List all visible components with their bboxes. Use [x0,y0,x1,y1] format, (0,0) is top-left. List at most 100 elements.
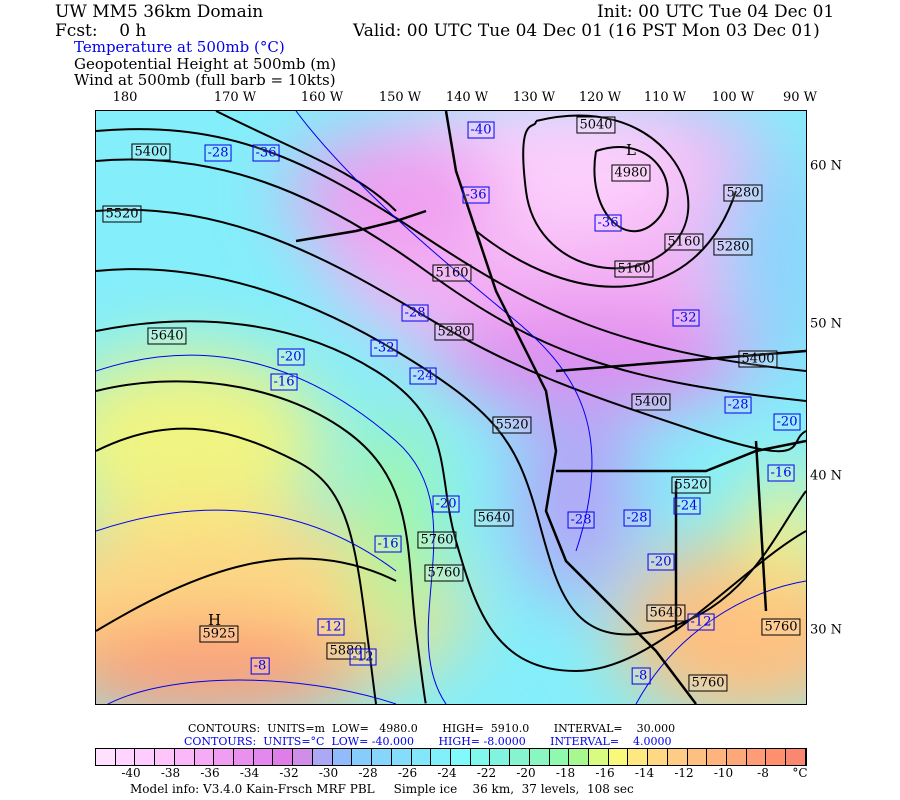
color-bar-label: -32 [279,766,299,780]
temperature-contour-label: -36 [594,214,622,232]
color-bar-swatch [234,749,254,765]
color-bar-label: -12 [674,766,694,780]
color-bar-swatch [174,749,195,765]
temperature-contour-label: -12 [687,613,715,631]
longitude-label: 100 W [711,90,755,105]
height-contour-label: 5520 [102,205,142,223]
temperature-contour-label: -8 [631,667,651,685]
temperature-contour-label: -32 [370,339,398,357]
color-bar-label: -18 [555,766,576,780]
color-bar-swatch [569,749,589,765]
temperature-contour-label: -8 [250,657,270,675]
temperature-contour-label: -24 [673,497,701,515]
height-contour-label: 5400 [131,143,171,161]
model-info: Model info: V3.4.0 Kain-Frsch MRF PBL Si… [130,782,634,796]
field-height: Geopotential Height at 500mb (m) [74,55,337,73]
high-center-marker: H [208,611,222,629]
height-contour-label: 5160 [432,264,472,282]
color-bar-swatch [687,749,708,765]
color-bar-label: -20 [516,766,536,780]
temperature-contour-label: -40 [467,121,495,139]
color-bar-swatch [391,749,412,765]
init-time: Init: 00 UTC Tue 04 Dec 01 [597,2,835,22]
field-temperature: Temperature at 500mb (°C) [74,38,285,56]
height-contour-label: 5280 [713,238,753,256]
color-bar-swatch [293,749,313,765]
height-contour-label: 5760 [688,674,728,692]
color-bar-label: -10 [713,766,734,780]
color-bar-swatch [608,749,629,765]
color-bar-swatch [529,749,550,765]
color-bar-swatch [707,749,727,765]
height-contour-label: 5520 [492,416,532,434]
color-bar-swatch [470,749,491,765]
latitude-label: 30 N [810,622,843,638]
valid-time: Valid: 00 UTC Tue 04 Dec 01 (16 PST Mon … [353,21,820,41]
longitude-label: 170 W [213,90,257,105]
coastlines-borders [295,111,806,704]
height-contour-label: 5925 [199,625,239,643]
color-bar-label: -34 [239,766,260,780]
color-bar-swatch [135,749,156,765]
longitude-label: 90 W [782,90,818,105]
color-bar-swatch [431,749,451,765]
forecast-hour: Fcst: 0 h [55,21,147,41]
color-bar-swatch [115,749,136,765]
color-bar-swatch [450,749,471,765]
color-bar-unit: °C [792,766,808,780]
height-contour-label: 5640 [147,327,187,345]
temperature-contours [96,111,806,704]
color-bar-swatch [766,749,787,765]
color-bar-swatch [194,749,215,765]
height-contour-label: 5280 [434,323,474,341]
height-contour-label: 5160 [614,260,654,278]
color-bar-swatch [372,749,392,765]
color-bar-swatch [746,749,767,765]
latitude-label: 60 N [810,158,843,174]
color-bar-label: -26 [397,766,418,780]
height-contour-label: 5400 [631,393,671,411]
temperature-contour-label: -16 [270,373,298,391]
temperature-contour-label: -20 [432,495,460,513]
color-bar-label: -36 [200,766,220,780]
color-bar-swatch [490,749,511,765]
color-bar-swatch [510,749,530,765]
map-field [96,111,806,704]
temperature-contour-label: -20 [277,348,305,366]
color-bar-swatch [549,749,570,765]
color-bar-swatch [727,749,747,765]
color-bar-swatch [273,749,294,765]
color-bar-swatch [352,749,373,765]
temperature-contour-label: -28 [623,509,651,527]
temperature-contour-label: -28 [567,511,595,529]
color-bar-swatch [667,749,688,765]
color-bar-swatch [628,749,649,765]
weather-map: 5400 5520 5640 5160 5280 5040 4980 5280 5160 5280… [95,110,807,705]
height-contour-info: CONTOURS: UNITS=m LOW= 4980.0 HIGH= 5910… [188,722,676,735]
longitude-label: 130 W [512,90,556,105]
color-bar-label: -22 [476,766,497,780]
color-bar-label: -16 [595,766,615,780]
height-contour-label: 5760 [424,564,464,582]
temperature-contour-label: -28 [204,144,232,162]
color-bar-label: -30 [318,766,339,780]
temperature-shading [96,111,806,704]
color-bar-swatch [312,749,333,765]
color-bar-swatch [411,749,432,765]
color-bar-label: -24 [437,766,457,780]
height-contours [96,111,806,704]
height-contour-label: 5280 [723,184,763,202]
temperature-contour-label: -36 [462,186,490,204]
height-contour-label: 5640 [646,604,686,622]
height-contour-label: 5400 [738,350,778,368]
temperature-contour-label: -36 [252,144,280,162]
longitude-label: 140 W [445,90,489,105]
longitude-label: 160 W [300,90,344,105]
temperature-contour-label: -12 [317,618,345,636]
color-bar-label: -40 [121,766,141,780]
longitude-label: 180 [112,90,138,105]
temperature-contour-label: -28 [724,396,752,414]
color-bar-label: -28 [358,766,378,780]
height-contour-label: 5040 [576,116,616,134]
longitude-label: 110 W [643,90,687,105]
